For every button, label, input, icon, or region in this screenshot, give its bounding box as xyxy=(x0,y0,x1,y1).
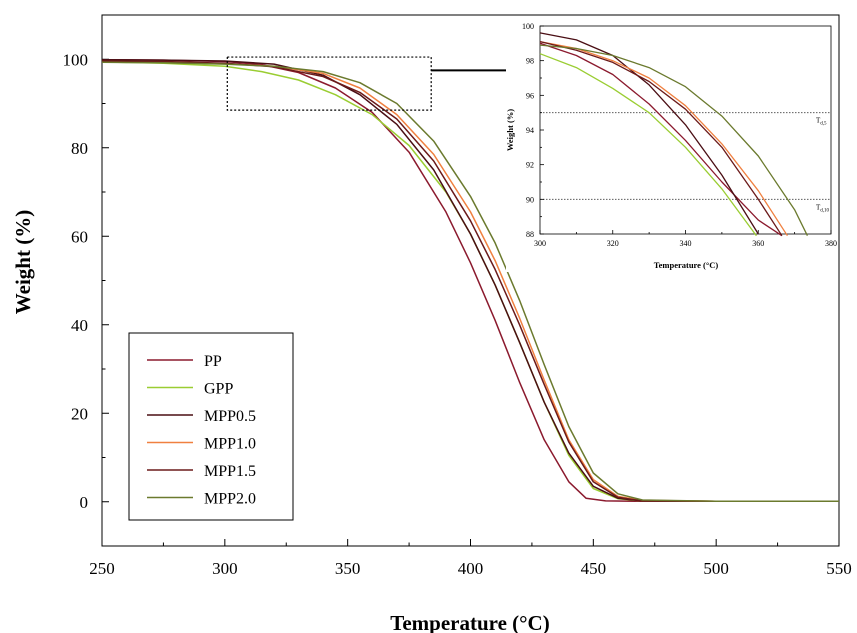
inset-x-tick-label: 360 xyxy=(752,239,764,248)
inset-ticks: 300 320 340 360 380 88 90 92 94 96 98 100 xyxy=(522,22,837,248)
inset-y-tick-label: 94 xyxy=(526,126,534,135)
main-series-line-mpp2-0 xyxy=(101,61,839,503)
main-x-tick-label: 300 xyxy=(212,559,238,578)
inset-y-tick-label: 90 xyxy=(526,195,534,204)
legend-label-mpp0-5: MPP0.5 xyxy=(204,408,256,425)
inset-x-tick-label: 340 xyxy=(680,239,692,248)
inset-y-tick-label: 98 xyxy=(526,57,534,66)
main-x-axis-title: Temperature (°C) xyxy=(390,611,549,633)
inset-y-tick-label: 92 xyxy=(526,161,534,170)
zoom-box xyxy=(226,56,432,111)
legend: PP GPP MPP0.5 MPP1.0 MPP1.5 MPP2.0 xyxy=(128,332,294,521)
main-series-line-pp xyxy=(101,58,839,503)
legend-frame xyxy=(128,332,294,521)
main-x-tick-label: 350 xyxy=(335,559,361,578)
main-x-tick-label: 250 xyxy=(89,559,115,578)
inset-series-line-gpp xyxy=(539,53,757,237)
inset-y-tick-label: 88 xyxy=(526,230,534,239)
legend-label-mpp1-0: MPP1.0 xyxy=(204,436,256,453)
inset-series-line-pp xyxy=(539,42,783,237)
inset-series-line-mpp1-0 xyxy=(539,40,788,237)
main-y-tick-label: 40 xyxy=(71,316,88,335)
inset-series xyxy=(539,32,808,237)
main-ticks: 250 300 350 400 450 500 550 0 20 40 60 80 100 xyxy=(63,14,852,578)
main-y-tick-label: 0 xyxy=(80,493,89,512)
main-y-axis-title: Weight (%) xyxy=(11,210,35,314)
inset-x-tick-label: 320 xyxy=(607,239,619,248)
legend-label-pp: PP xyxy=(204,353,222,370)
legend-label-gpp: GPP xyxy=(204,381,233,398)
legend-label-mpp2-0: MPP2.0 xyxy=(204,491,256,508)
main-series xyxy=(101,58,839,503)
inset-x-tick-label: 300 xyxy=(534,239,546,248)
inset-reference-label: Td,5 xyxy=(816,117,827,127)
main-x-tick-label: 550 xyxy=(826,559,852,578)
zoom-arrow xyxy=(431,65,518,76)
inset-x-axis-title: Temperature (°C) xyxy=(654,260,719,270)
main-x-tick-label: 400 xyxy=(458,559,484,578)
inset-reference-lines: Td,5 Td,10 xyxy=(540,112,831,213)
main-y-tick-label: 100 xyxy=(63,50,89,69)
main-y-tick-label: 20 xyxy=(71,404,88,423)
inset-reference-label: Td,10 xyxy=(816,203,830,213)
inset-x-tick-label: 380 xyxy=(825,239,837,248)
main-x-tick-label: 450 xyxy=(581,559,607,578)
main-plot: 250 300 350 400 450 500 550 0 20 40 60 80 100 Temper… xyxy=(11,14,852,633)
inset-series-line-mpp1-5 xyxy=(539,40,783,237)
inset-y-tick-label: 100 xyxy=(522,22,534,31)
main-y-tick-label: 80 xyxy=(71,139,88,158)
legend-label-mpp1-5: MPP1.5 xyxy=(204,463,256,480)
main-y-tick-label: 60 xyxy=(71,227,88,246)
inset-series-line-mpp0-5 xyxy=(539,32,759,235)
inset-series-line-mpp2-0 xyxy=(539,44,808,236)
main-x-tick-label: 500 xyxy=(703,559,729,578)
inset-y-tick-label: 96 xyxy=(526,91,534,100)
inset-y-axis-title: Weight (%) xyxy=(505,109,515,151)
legend-items: PP GPP MPP0.5 MPP1.0 MPP1.5 MPP2.0 xyxy=(147,353,256,508)
inset-plot: Td,5 Td,10 300 320 340 360 380 88 90 92 94 96 98 100… xyxy=(505,20,837,272)
